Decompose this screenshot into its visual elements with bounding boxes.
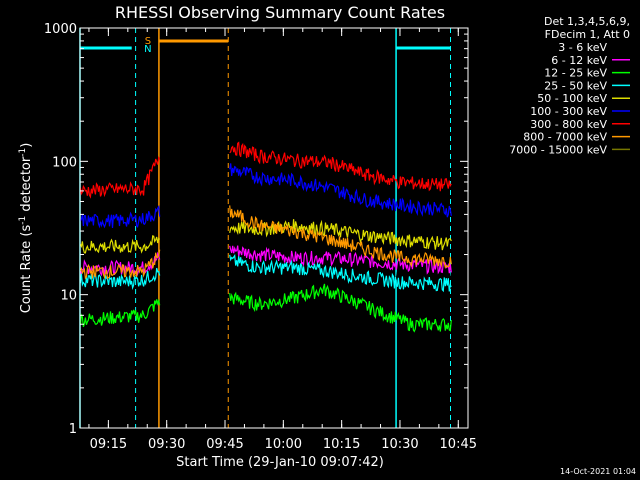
series-300-800-kev-post-trace <box>229 141 452 192</box>
series-100-300-kev-post-trace <box>229 163 452 218</box>
y-axis-label: Count Rate (s-1 detector-1) <box>18 143 34 314</box>
series-25-50-kev-post-trace <box>229 253 452 293</box>
y-axis-label-mid: detector <box>19 156 34 216</box>
legend-header-line-2: FDecim 1, Att 0 <box>545 28 630 41</box>
y-axis-label-sup2: -1 <box>18 148 28 157</box>
legend-entry-label: 50 - 100 keV <box>537 92 607 105</box>
legend-entry-label: 25 - 50 keV <box>544 79 607 92</box>
y-tick-label: 10 <box>60 289 77 304</box>
legend-entry-label: 3 - 6 keV <box>558 41 607 54</box>
x-tick-label: 10:30 <box>381 437 418 452</box>
saa-label: S <box>145 36 151 47</box>
orbit-label: N <box>144 44 151 55</box>
x-axis: 09:15 09:30 09:45 10:00 10:15 10:30 10:45 <box>88 28 477 452</box>
y-axis-label-main: Count Rate (s <box>19 225 34 314</box>
series-50-100-kev-post-trace <box>229 219 452 251</box>
footer-date: 14-Oct-2021 01:04 <box>560 467 636 476</box>
series-12-25-kev-post-trace <box>229 283 452 333</box>
x-tick-label: 10:45 <box>440 437 477 452</box>
series-800-7000-kev-pre-trace <box>79 249 161 280</box>
x-tick-label: 10:15 <box>323 437 360 452</box>
series-25-50-kev-pre-trace <box>79 267 161 291</box>
x-tick-label: 10:00 <box>265 437 302 452</box>
legend-entry-label: 800 - 7000 keV <box>523 131 607 144</box>
y-axis-label-sup1: -1 <box>18 216 28 225</box>
legend-entry-label: 100 - 300 keV <box>530 105 607 118</box>
x-tick-label: 09:45 <box>206 437 243 452</box>
y-axis: 1 10 100 1000 <box>44 22 468 437</box>
y-tick-label: 1 <box>69 422 77 437</box>
series-12-25-kev-pre-trace <box>79 298 161 327</box>
series-6-12-kev-post-trace <box>229 245 452 275</box>
legend-header-line-1: Det 1,3,4,5,6,9, <box>544 15 630 28</box>
y-axis-label-end: ) <box>19 143 34 148</box>
legend-entry-label: 7000 - 15000 keV <box>509 143 607 156</box>
x-axis-label: Start Time (29-Jan-10 09:07:42) <box>176 455 384 470</box>
series-100-300-kev-pre-trace <box>79 204 161 229</box>
y-tick-label: 100 <box>52 155 77 170</box>
series-800-7000-kev-post-trace <box>229 205 452 269</box>
legend-entry-label: 12 - 25 keV <box>544 67 607 80</box>
x-tick-label: 09:15 <box>90 437 127 452</box>
legend-entry-label: 6 - 12 keV <box>551 54 607 67</box>
legend: Det 1,3,4,5,6,9, FDecim 1, Att 0 3 - 6 k… <box>509 15 630 156</box>
plot-area: SN <box>79 28 452 428</box>
plot-frame <box>79 27 469 429</box>
legend-entry-label: 300 - 800 keV <box>530 118 607 131</box>
chart-title: RHESSI Observing Summary Count Rates <box>115 3 445 22</box>
y-tick-label: 1000 <box>44 22 77 37</box>
series-50-100-kev-pre-trace <box>79 235 161 254</box>
series-300-800-kev-pre-trace <box>79 155 161 199</box>
x-tick-label: 09:30 <box>148 437 185 452</box>
